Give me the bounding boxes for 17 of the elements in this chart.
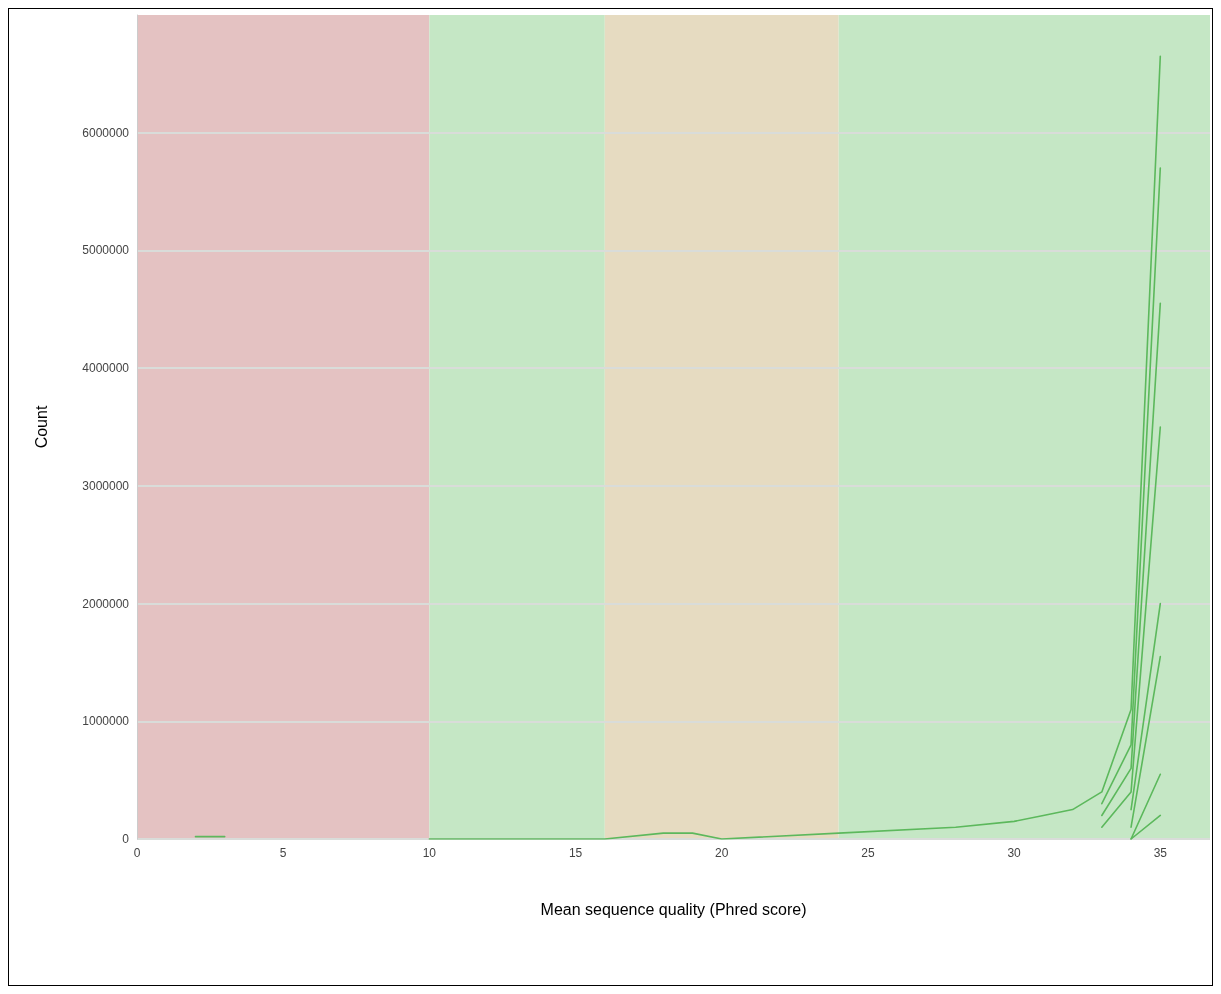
x-tick-label: 5 (279, 846, 287, 860)
x-tick-label: 15 (568, 846, 583, 860)
y-tick-label: 0 (122, 832, 130, 846)
x-tick-label: 30 (1007, 846, 1022, 860)
y-axis-title: Count (32, 405, 50, 449)
x-tick-label: 20 (715, 846, 729, 860)
x-tick-label: 10 (422, 846, 437, 860)
y-tick-label: 1000000 (82, 714, 130, 729)
x-tick-label: 0 (133, 846, 141, 860)
y-tick-label: 4000000 (82, 361, 130, 376)
y-tick-label: 3000000 (82, 478, 130, 493)
x-axis-title: Mean sequence quality (Phred score) (540, 900, 807, 918)
y-tick-label: 5000000 (82, 243, 130, 258)
x-tick-label: 25 (861, 846, 875, 860)
y-tick-label: 2000000 (82, 596, 130, 611)
y-tick-label: 6000000 (82, 125, 130, 140)
x-tick-label: 35 (1153, 846, 1168, 860)
